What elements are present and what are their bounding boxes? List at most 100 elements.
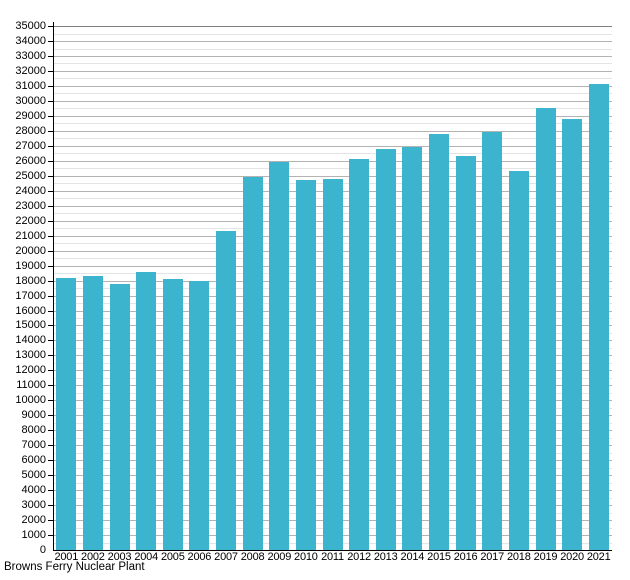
y-tick <box>48 295 53 297</box>
y-tick <box>48 85 53 87</box>
major-gridline <box>53 115 612 117</box>
y-tick-label: 24000 <box>15 184 46 197</box>
x-tick-label: 2018 <box>506 551 531 563</box>
y-tick-label: 15000 <box>15 319 46 332</box>
y-tick-label: 29000 <box>15 109 46 122</box>
bar-2003 <box>109 283 130 550</box>
y-tick-label: 28000 <box>15 124 46 137</box>
bar-2019 <box>535 108 556 550</box>
y-tick-label: 32000 <box>15 64 46 77</box>
bar-2014 <box>402 147 423 550</box>
y-tick-label: 8000 <box>21 424 46 437</box>
y-tick <box>48 220 53 222</box>
x-tick-label: 2004 <box>134 551 159 563</box>
y-tick-label: 7000 <box>21 439 46 452</box>
y-tick <box>48 130 53 132</box>
y-tick <box>48 460 53 462</box>
y-tick-label: 0 <box>39 544 46 556</box>
bar-2006 <box>189 280 210 550</box>
bar-2012 <box>349 159 370 550</box>
x-tick-label: 2014 <box>400 551 425 563</box>
y-tick-label: 20000 <box>15 244 46 257</box>
major-gridline <box>53 145 612 147</box>
major-gridline <box>53 41 612 42</box>
y-tick <box>48 55 53 57</box>
major-gridline <box>53 85 612 87</box>
y-tick <box>48 325 53 327</box>
minor-gridline <box>53 153 612 155</box>
minor-gridline <box>53 138 612 140</box>
y-tick <box>48 70 53 72</box>
y-tick <box>48 490 53 492</box>
x-tick-label: 2012 <box>347 551 371 563</box>
y-tick-label: 14000 <box>15 334 46 347</box>
y-tick <box>48 145 53 147</box>
y-tick <box>48 430 53 432</box>
y-axis-line <box>53 22 54 550</box>
bar-2018 <box>508 171 529 550</box>
bar-2021 <box>588 84 609 550</box>
y-tick-label: 11000 <box>16 379 46 392</box>
minor-gridline <box>53 48 612 50</box>
x-tick-label: 2017 <box>480 551 505 563</box>
y-tick-label: 21000 <box>15 229 46 242</box>
bar-2011 <box>322 178 343 550</box>
y-tick-label: 17000 <box>15 289 46 302</box>
x-tick-label: 2013 <box>373 551 398 563</box>
major-gridline <box>53 100 612 102</box>
y-tick <box>48 340 53 342</box>
major-gridline <box>53 175 612 177</box>
y-tick-label: 2000 <box>21 514 46 527</box>
y-tick <box>48 505 53 507</box>
bar-2015 <box>429 133 449 550</box>
y-tick <box>48 355 53 357</box>
y-tick <box>48 445 53 447</box>
y-tick <box>48 250 53 252</box>
y-tick-label: 27000 <box>15 139 46 152</box>
y-tick <box>48 310 53 312</box>
y-tick-label: 1000 <box>21 529 46 541</box>
bar-2004 <box>136 271 157 550</box>
y-tick-label: 4000 <box>21 484 46 497</box>
y-tick <box>48 385 53 387</box>
bar-2009 <box>269 162 290 550</box>
y-tick-label: 26000 <box>15 154 46 167</box>
x-tick-label: 2002 <box>81 551 105 563</box>
y-tick-label: 23000 <box>15 199 46 212</box>
y-tick <box>48 100 53 102</box>
y-tick <box>48 190 53 192</box>
major-gridline <box>53 160 612 162</box>
y-tick <box>48 235 53 237</box>
y-tick-label: 5000 <box>21 469 46 482</box>
bar-2020 <box>562 118 583 550</box>
x-tick-label: 2005 <box>160 551 185 563</box>
y-tick-label: 9000 <box>21 409 46 422</box>
y-tick <box>48 520 53 522</box>
y-tick <box>48 280 53 282</box>
y-tick <box>48 115 53 117</box>
x-tick-label: 2008 <box>240 551 265 563</box>
x-tick-label: 2007 <box>214 551 238 563</box>
minor-gridline <box>53 168 612 170</box>
y-tick-label: 6000 <box>21 454 46 467</box>
x-tick-label: 2010 <box>294 551 318 563</box>
major-gridline <box>53 55 612 57</box>
y-tick-label: 12000 <box>15 364 46 377</box>
x-tick-label: 2020 <box>560 551 584 563</box>
minor-gridline <box>53 78 612 80</box>
minor-gridline <box>53 63 612 65</box>
y-tick-label: 33000 <box>15 49 46 62</box>
major-gridline <box>53 130 612 132</box>
y-tick-label: 35000 <box>15 20 46 32</box>
x-tick-label: 2021 <box>586 551 611 563</box>
minor-gridline <box>53 93 612 95</box>
minor-gridline <box>53 123 612 125</box>
y-tick <box>48 205 53 207</box>
x-tick-label: 2015 <box>427 551 451 563</box>
y-tick-label: 25000 <box>15 169 46 182</box>
x-tick-label: 2009 <box>267 551 292 563</box>
y-tick-label: 30000 <box>15 94 46 107</box>
chart-caption: Browns Ferry Nuclear Plant <box>4 561 145 573</box>
y-tick-label: 13000 <box>15 349 46 362</box>
y-tick-label: 31000 <box>15 79 46 92</box>
